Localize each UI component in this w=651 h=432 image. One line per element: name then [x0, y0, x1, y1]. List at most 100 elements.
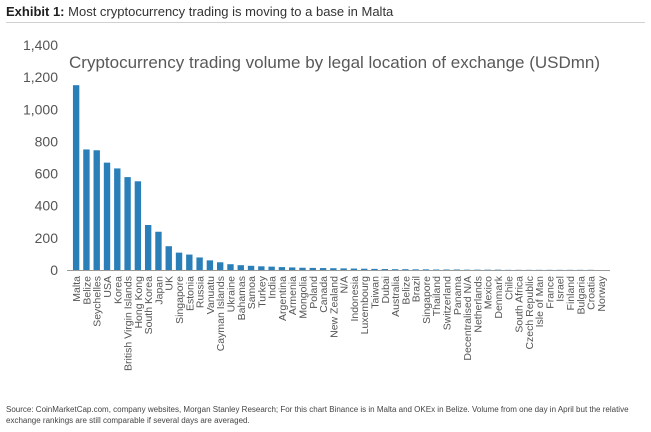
bar: [93, 150, 100, 270]
bar: [340, 268, 347, 270]
y-tick-label: 400: [35, 198, 59, 214]
y-tick-label: 1,400: [23, 37, 58, 53]
bar: [319, 268, 327, 270]
bar: [237, 265, 244, 270]
x-tick-label: Japan: [153, 276, 165, 305]
bar: [134, 181, 142, 270]
bar: [412, 269, 419, 270]
bar: [350, 268, 358, 270]
bar: [330, 268, 337, 270]
x-tick-label: Czech Republic: [524, 276, 536, 350]
x-tick-label: Thailand: [431, 276, 443, 316]
bar: [247, 265, 255, 270]
bar: [299, 267, 306, 270]
x-tick-label: France: [544, 276, 556, 309]
x-tick-label: Dubai: [380, 276, 392, 303]
bar: [258, 266, 265, 270]
x-tick-label: Korea: [112, 276, 124, 304]
exhibit-heading: Exhibit 1: Most cryptocurrency trading i…: [6, 4, 393, 19]
exhibit-label: Exhibit 1:: [6, 4, 65, 19]
bar: [278, 267, 286, 270]
x-tick-label: Estonia: [184, 276, 196, 311]
y-tick-label: 600: [35, 166, 59, 182]
x-tick-label: Samoa: [246, 276, 258, 309]
title-divider: [6, 22, 645, 23]
y-tick-label: 1,000: [23, 101, 58, 117]
x-tick-label: Norway: [596, 275, 608, 311]
bar: [186, 254, 193, 270]
x-tick-label: Chile: [503, 276, 515, 300]
y-tick-label: 1,200: [23, 69, 58, 85]
x-tick-label: Australia: [390, 276, 402, 317]
bar: [309, 267, 316, 270]
bar: [114, 168, 121, 270]
x-tick-label: Belize: [400, 276, 412, 305]
x-tick-label: Switzerland: [442, 276, 454, 330]
y-tick-label: 200: [35, 230, 59, 246]
exhibit-title: Most cryptocurrency trading is moving to…: [68, 4, 394, 19]
x-tick-label: South Korea: [143, 276, 155, 335]
bar: [422, 269, 430, 270]
bar: [83, 149, 90, 270]
x-tick-label: Luxembourg: [359, 276, 371, 335]
x-tick-label: Ukraine: [225, 276, 237, 312]
bars-group: [72, 85, 594, 271]
y-tick-label: 800: [35, 133, 59, 149]
x-tick-label: New Zealand: [328, 276, 340, 338]
x-tick-label: Israel: [555, 276, 567, 302]
x-tick-label: India: [267, 276, 279, 299]
x-tick-label: Malta: [71, 276, 83, 302]
bar: [402, 269, 409, 270]
bar: [289, 267, 296, 270]
x-tick-label: Canada: [318, 276, 330, 313]
x-tick-label: Turkey: [256, 275, 268, 307]
y-tick-label: 0: [50, 262, 58, 278]
x-tick-label: Singapore: [174, 276, 186, 324]
x-tick-label: Netherlands: [472, 276, 484, 333]
x-tick-label: Seychelles: [92, 276, 104, 327]
x-tick-label: Taiwan: [370, 276, 382, 309]
x-tick-label: British Virgin Islands: [123, 276, 135, 371]
x-tick-label: Poland: [308, 276, 320, 309]
x-tick-label: Armenia: [287, 276, 299, 315]
x-tick-label: Finland: [565, 276, 577, 311]
x-tick-label: Belize: [81, 276, 93, 305]
bar: [155, 231, 162, 270]
x-tick-label: Denmark: [493, 275, 505, 318]
y-axis-ticks: 0 200 400 600 800 1,000 1,200 1,400: [23, 37, 58, 278]
x-tick-label: Bulgaria: [575, 276, 587, 315]
x-tick-label: Vanuatu: [205, 276, 217, 314]
x-tick-label: Croatia: [586, 276, 598, 310]
x-tick-label: South Africa: [514, 276, 526, 333]
x-tick-label: Mongolia: [297, 276, 309, 319]
bar: [196, 257, 203, 270]
x-tick-label: Isle of Man: [534, 276, 546, 328]
bar: [216, 262, 224, 270]
bar: [175, 252, 183, 270]
bar-chart: Cryptocurrency trading volume by legal l…: [23, 37, 610, 371]
x-tick-label: USA: [102, 276, 114, 298]
x-tick-label: N/A: [339, 276, 351, 294]
bar: [371, 268, 378, 271]
source-note: Source: CoinMarketCap.com, company websi…: [6, 405, 629, 425]
chart-title: Cryptocurrency trading volume by legal l…: [69, 53, 600, 72]
x-tick-label: Brazil: [411, 276, 423, 302]
bar: [144, 225, 152, 270]
bar: [206, 260, 214, 270]
x-tick-label: Argentina: [277, 276, 289, 321]
bar: [165, 246, 172, 270]
bar: [391, 269, 399, 270]
x-tick-label: Hong Kong: [133, 276, 145, 329]
bar: [361, 268, 368, 270]
x-tick-label: Russia: [195, 276, 207, 308]
x-tick-label: Mexico: [483, 276, 495, 309]
bar: [381, 269, 388, 270]
x-tick-label: Bahamas: [236, 276, 248, 320]
bar: [268, 266, 275, 271]
x-tick-label: Panama: [452, 276, 464, 315]
x-tick-label: UK: [164, 276, 176, 291]
x-tick-label: Cayman Islands: [215, 276, 227, 351]
x-tick-label: Indonesia: [349, 276, 361, 322]
x-tick-label: Singapore: [421, 276, 433, 324]
